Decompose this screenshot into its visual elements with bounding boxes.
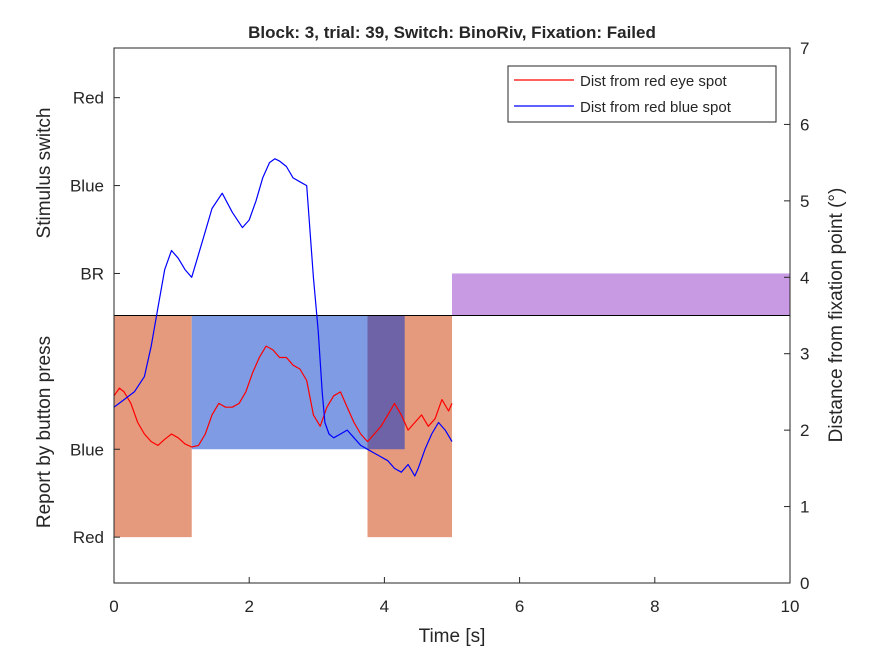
chart-title: Block: 3, trial: 39, Switch: BinoRiv, Fi… [248,23,656,42]
y-right-tick-label-6: 6 [800,115,809,134]
x-axis-label: Time [s] [419,626,486,647]
y-right-tick-label-1: 1 [800,498,809,517]
legend: Dist from red eye spot Dist from red blu… [507,65,777,123]
y-left-tick-label-4: Red [73,528,104,547]
y-axis-label-right: Distance from fixation point (°) [826,188,847,443]
report-band-overlap [367,315,405,450]
y-right-tick-label-2: 2 [800,421,809,440]
legend-label-blue-spot: Dist from red blue spot [580,99,732,116]
y-axis-label-report: Report by button press [34,336,55,528]
plot-area [113,47,791,584]
y-left-tick-label-2: BR [80,264,104,283]
legend-label-red-eye: Dist from red eye spot [580,73,728,90]
x-tick-label-1: 2 [244,597,253,616]
y-right-tick-label-4: 4 [800,268,809,287]
y-axis-right: 0 1 2 3 4 5 6 7 [784,39,809,593]
x-tick-label-3: 6 [515,597,524,616]
report-band-red-0 [114,315,192,538]
y-axis-label-stimulus: Stimulus switch [34,108,55,239]
x-tick-label-0: 0 [109,597,118,616]
y-left-tick-label-1: Blue [70,177,104,196]
axes-box [113,47,791,584]
stimulus-band-br-0 [452,273,790,316]
y-right-tick-label-5: 5 [800,192,809,211]
series-line-0 [113,345,453,448]
series-line-1 [113,158,453,477]
x-tick-label-4: 8 [650,597,659,616]
y-right-tick-label-7: 7 [800,39,809,58]
y-axis-left: Red Blue BR Blue Red [70,89,120,547]
legend-box [507,65,777,123]
x-tick-label-5: 10 [781,597,800,616]
y-left-tick-label-0: Red [73,89,104,108]
x-axis: 0 2 4 6 8 10 [109,577,799,616]
y-right-tick-label-0: 0 [800,574,809,593]
y-right-tick-label-3: 3 [800,345,809,364]
stimulus-bands [452,273,790,316]
series-lines [113,158,453,477]
x-tick-label-2: 4 [380,597,389,616]
y-left-tick-label-3: Blue [70,440,104,459]
